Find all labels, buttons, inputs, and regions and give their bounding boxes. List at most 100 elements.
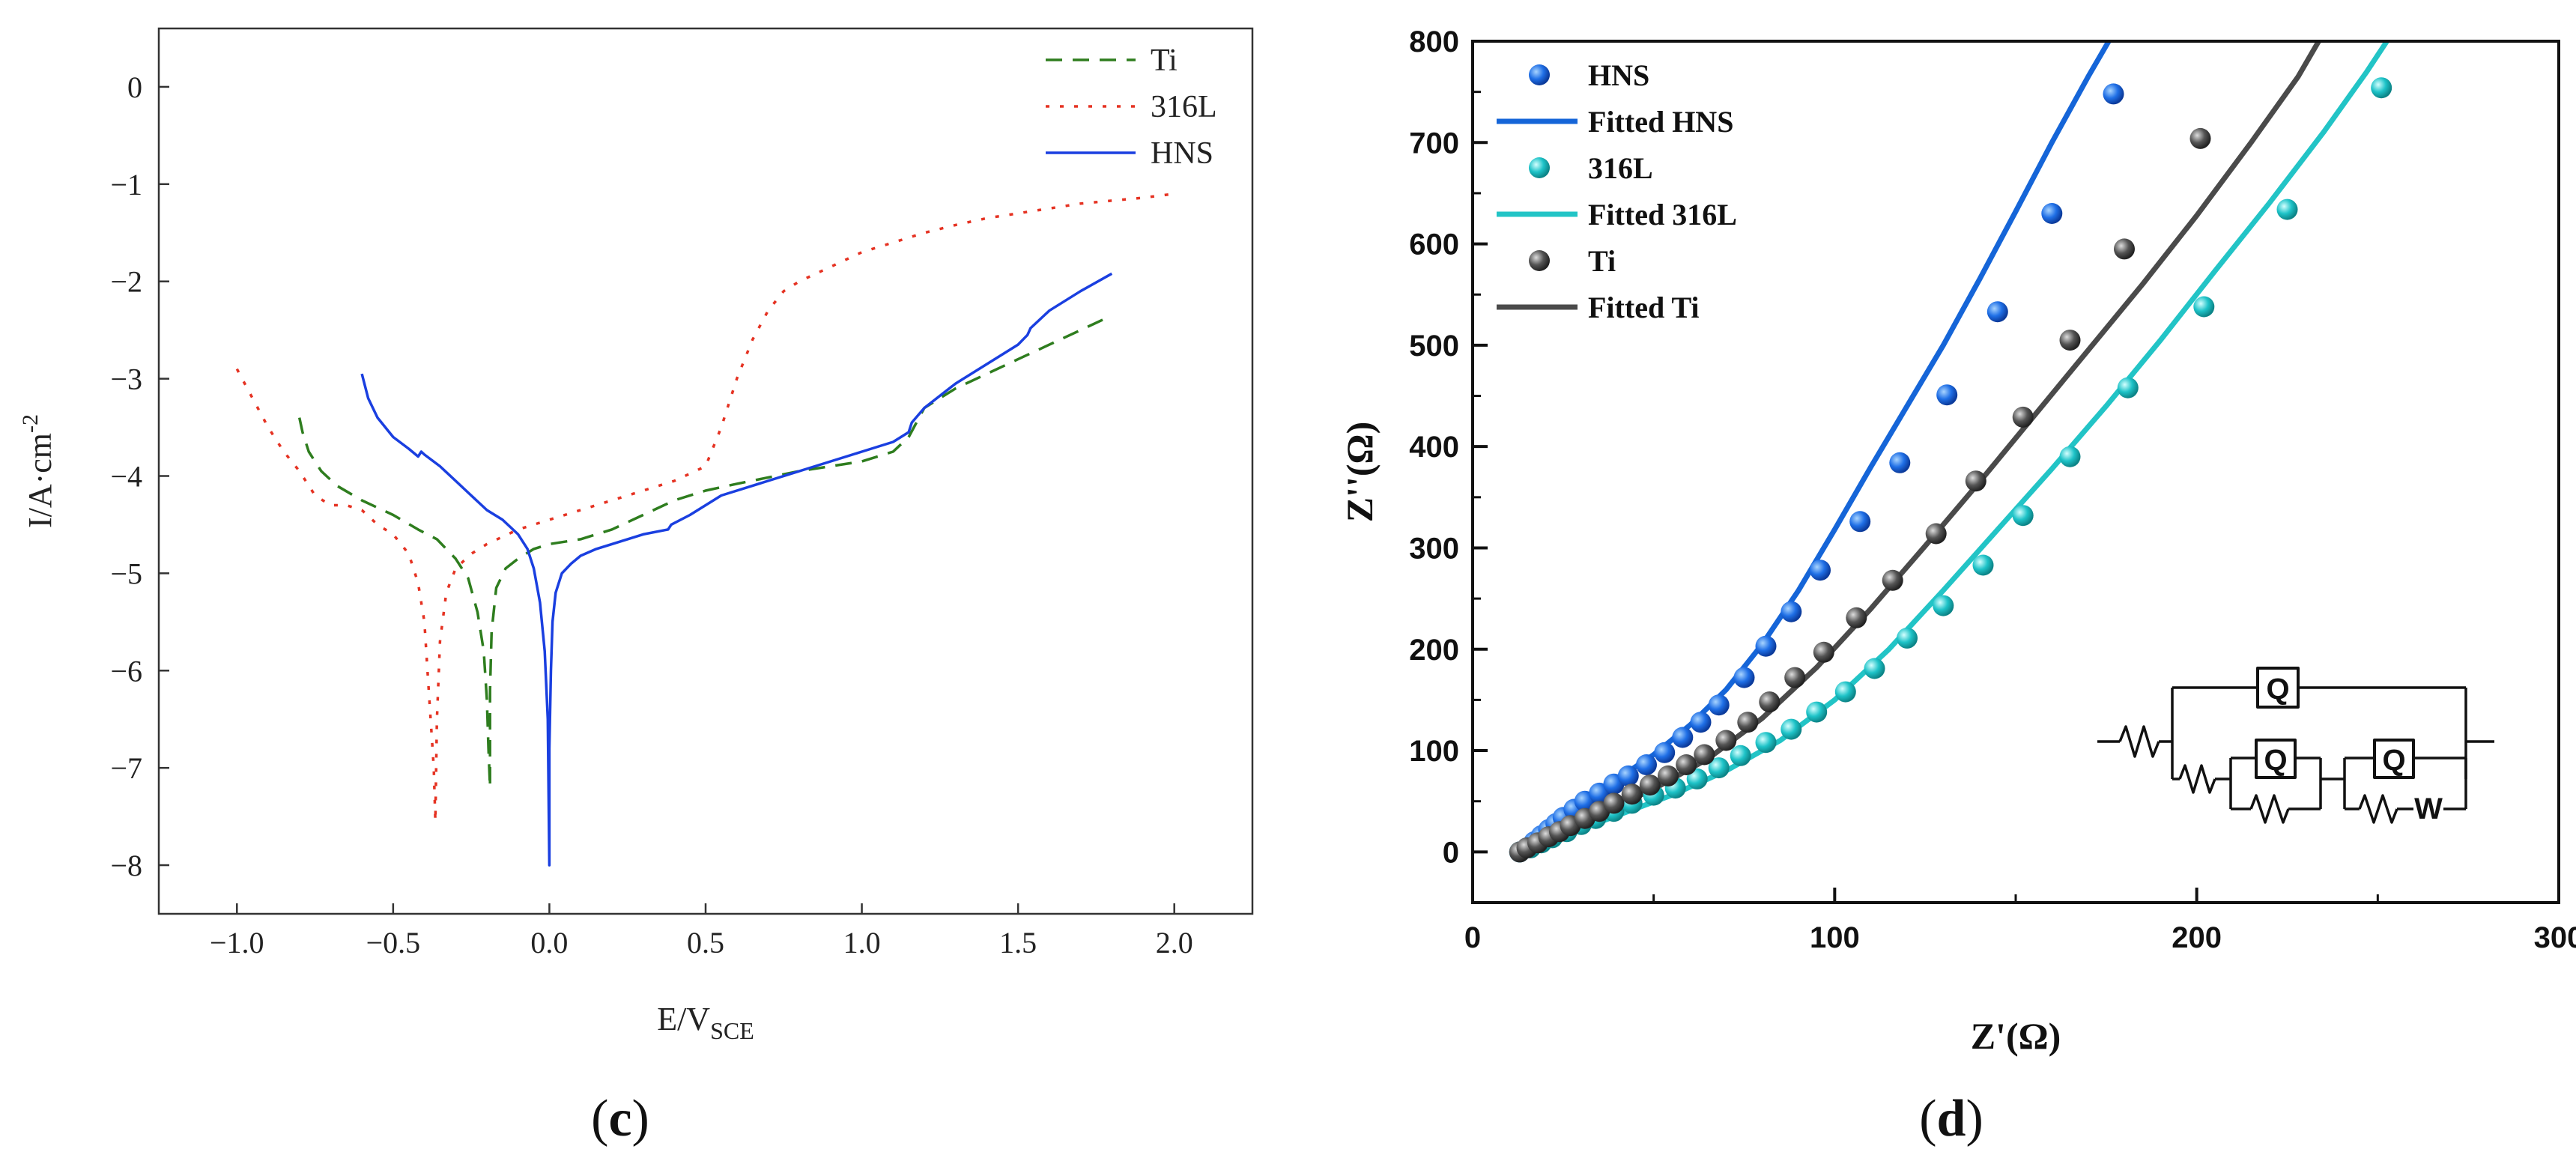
- data-point-ti: [1882, 569, 1903, 591]
- data-point-hns: [1849, 511, 1871, 533]
- x-tick-label: 1.5: [999, 926, 1037, 960]
- x-tick-label: 2.0: [1156, 926, 1193, 960]
- x-tick-label: 300: [2534, 921, 2576, 954]
- x-tick-label: −0.5: [366, 926, 421, 960]
- x-axis-label: Z'(Ω): [1971, 1015, 2061, 1057]
- x-tick-label: 0.0: [530, 926, 568, 960]
- data-point-316l: [1972, 554, 1994, 576]
- y-tick-label: 200: [1409, 634, 1459, 667]
- y-tick-label: −4: [110, 459, 142, 493]
- inset-label-q1: Q: [2266, 673, 2289, 706]
- data-point-316l: [1686, 768, 1708, 789]
- y-tick-label: −3: [110, 363, 142, 396]
- y-axis-label: Z''(Ω): [1339, 422, 1381, 522]
- data-point-hns: [1690, 712, 1712, 733]
- x-tick-label: 0.5: [687, 926, 724, 960]
- data-point-316l: [1806, 701, 1828, 723]
- y-tick-label: −6: [110, 654, 142, 688]
- legend: HNS Fitted HNS 316L Fitted 316L Ti Fitted Ti: [1497, 58, 1737, 324]
- y-tick-label: 400: [1409, 431, 1459, 464]
- data-point-hns: [1617, 765, 1639, 786]
- x-axis-label: E/VSCE: [657, 1001, 754, 1044]
- data-point-hns: [1986, 301, 2008, 323]
- legend-label-hns: HNS: [1151, 136, 1213, 171]
- data-point-ti: [1846, 607, 1867, 628]
- data-point-ti: [1658, 765, 1679, 786]
- data-point-316l: [1755, 732, 1777, 754]
- y-tick-label: −1: [110, 168, 142, 201]
- y-tick-label: 100: [1409, 735, 1459, 768]
- data-point-ti: [1965, 470, 1986, 492]
- data-point-ti: [2114, 238, 2135, 260]
- legend-marker-hns: [1529, 64, 1550, 85]
- y-tick-label: 800: [1409, 25, 1459, 58]
- data-point-316l: [2012, 505, 2034, 527]
- data-point-316l: [1933, 595, 1954, 616]
- data-point-ti: [1676, 754, 1697, 775]
- data-point-hns: [1755, 635, 1777, 657]
- data-point-hns: [2103, 83, 2124, 105]
- data-point-hns: [1781, 601, 1802, 622]
- data-point-hns: [1810, 560, 1831, 581]
- data-point-hns: [1889, 452, 1911, 473]
- inset-label-q2: Q: [2264, 744, 2287, 777]
- series-line-hns: [360, 272, 1113, 867]
- data-point-ti: [1925, 523, 1947, 545]
- legend-label-ti: Ti: [1588, 244, 1616, 278]
- panel-label-c: (c): [591, 1090, 649, 1148]
- x-tick-label: 0: [1464, 921, 1481, 954]
- y-tick-label: −7: [110, 751, 142, 785]
- data-point-hns: [1672, 727, 1694, 748]
- y-tick-label: 0: [1443, 836, 1459, 869]
- data-point-316l: [2059, 446, 2081, 467]
- data-point-ti: [1759, 691, 1781, 713]
- data-point-316l: [2117, 377, 2139, 398]
- y-tick-label: 700: [1409, 127, 1459, 160]
- data-point-ti: [1603, 792, 1625, 814]
- legend-label-fitted-hns: Fitted HNS: [1588, 105, 1733, 139]
- y-tick-label: 500: [1409, 330, 1459, 363]
- legend-label-ti: Ti: [1151, 43, 1178, 78]
- data-point-ti: [2059, 330, 2081, 351]
- data-point-hns: [1708, 694, 1730, 716]
- data-point-ti: [2189, 127, 2211, 149]
- data-point-316l: [1834, 681, 1856, 703]
- data-point-ti: [1737, 712, 1759, 733]
- data-point-316l: [2193, 296, 2215, 318]
- data-point-ti: [1639, 774, 1661, 796]
- data-point-316l: [1730, 745, 1751, 766]
- legend-label-fitted-ti: Fitted Ti: [1588, 291, 1700, 324]
- data-point-316l: [1708, 757, 1730, 779]
- legend-label-hns: HNS: [1588, 58, 1649, 92]
- data-point-hns: [1636, 754, 1657, 775]
- x-tick-label: 200: [2172, 921, 2222, 954]
- legend-label-fitted-316l: Fitted 316L: [1588, 198, 1737, 231]
- y-tick-label: −8: [110, 849, 142, 882]
- data-point-ti: [2012, 406, 2034, 428]
- legend: Ti 316L HNS: [1046, 43, 1217, 171]
- inset-label-w: W: [2414, 792, 2443, 825]
- data-point-hns: [2041, 203, 2063, 224]
- data-point-ti: [1621, 783, 1643, 805]
- data-point-ti: [1813, 641, 1834, 663]
- legend-marker-316l: [1529, 157, 1550, 178]
- data-point-ti: [1715, 730, 1737, 751]
- y-axis-label: I/A·cm-2: [18, 414, 58, 528]
- y-tick-label: 300: [1409, 532, 1459, 565]
- y-tick-label: −5: [110, 557, 142, 590]
- data-point-hns: [1654, 742, 1676, 763]
- data-point-ti: [1694, 744, 1715, 766]
- equivalent-circuit-inset: Q Q Q W: [2097, 667, 2494, 825]
- x-tick-label: 100: [1810, 921, 1860, 954]
- y-tick-label: 600: [1409, 228, 1459, 261]
- legend-label-316l: 316L: [1588, 151, 1653, 185]
- legend-marker-ti: [1529, 250, 1550, 271]
- y-tick-label: −2: [110, 265, 142, 299]
- x-tick-label: −1.0: [210, 926, 264, 960]
- x-tick-label: 1.0: [843, 926, 881, 960]
- nyquist-chart: 0 100 200 300 0 100 200 300 400 500 600 700 800 HNS F…: [1339, 25, 2576, 1148]
- data-point-316l: [1781, 718, 1802, 740]
- data-point-316l: [1897, 627, 1918, 649]
- series-line-316l: [235, 193, 1175, 823]
